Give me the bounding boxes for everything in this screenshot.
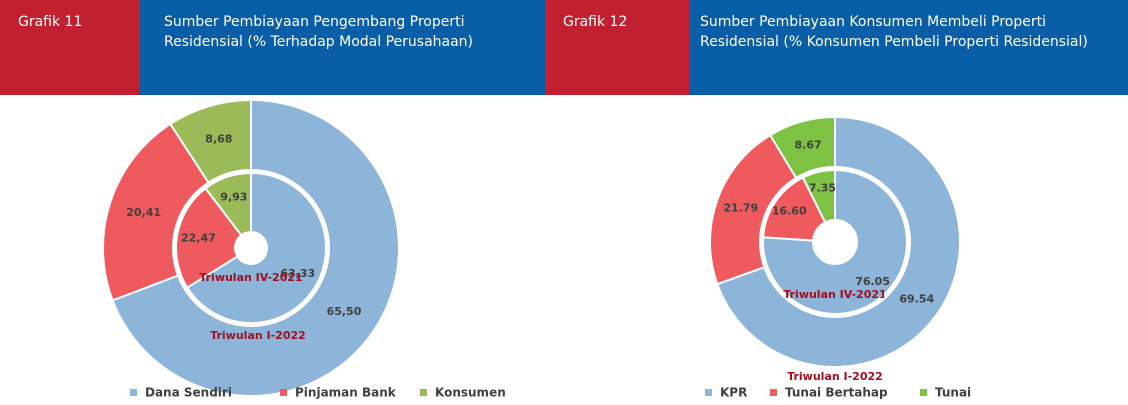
legend-label: Pinjaman Bank [295, 386, 397, 400]
data-label: 63,33 [280, 267, 315, 280]
legend-label: Konsumen [435, 386, 506, 400]
donut-segment [762, 168, 908, 315]
data-label: 9,93 [220, 190, 247, 203]
donut-segment [768, 115, 836, 180]
data-label: 8,68 [205, 133, 232, 146]
donut-segment [102, 122, 210, 302]
legend-swatch [705, 389, 712, 396]
legend-swatch [420, 389, 427, 396]
donut-segment [185, 171, 327, 324]
legend-swatch [920, 389, 927, 396]
data-label: 21.79 [723, 202, 758, 215]
donut-segment [175, 186, 243, 289]
donut-segment [801, 168, 836, 224]
donut-segment [204, 171, 252, 237]
data-label: 8.67 [795, 139, 822, 152]
donut-segment [111, 98, 400, 397]
chart-title: Sumber Pembiayaan Pengembang Properti Re… [140, 0, 545, 95]
data-label: 20,41 [126, 206, 161, 219]
legend-swatch [130, 389, 137, 396]
data-label: 65,50 [327, 305, 362, 318]
data-label: 16.60 [772, 205, 807, 218]
chart-label: Grafik 11 [0, 0, 140, 95]
legend-swatch [280, 389, 287, 396]
charts: 63,33 22,47 9,93 Triwulan IV-2021 65,50 20,41… [102, 98, 971, 400]
legend-swatch [770, 389, 777, 396]
series-label: Triwulan IV-2021 [199, 271, 302, 284]
legend-label: KPR [720, 386, 747, 400]
donut-segment [168, 98, 252, 184]
chart-label: Grafik 12 [545, 0, 690, 95]
donut-segment [716, 115, 961, 368]
legend-label: Tunai Bertahap [785, 386, 888, 400]
legend-label: Tunai [935, 386, 971, 400]
data-label: 7.35 [809, 181, 836, 194]
series-label: Triwulan I-2022 [210, 329, 306, 342]
series-label: Triwulan IV-2021 [783, 288, 886, 301]
series-label: Triwulan I-2022 [787, 370, 883, 383]
chart-title: Sumber Pembiayaan Konsumen Membeli Prope… [690, 0, 1128, 95]
legend-label: Dana Sendiri [145, 386, 232, 400]
data-label: 69.54 [899, 293, 934, 306]
data-label: 76.05 [855, 275, 890, 288]
data-label: 22,47 [181, 231, 216, 244]
